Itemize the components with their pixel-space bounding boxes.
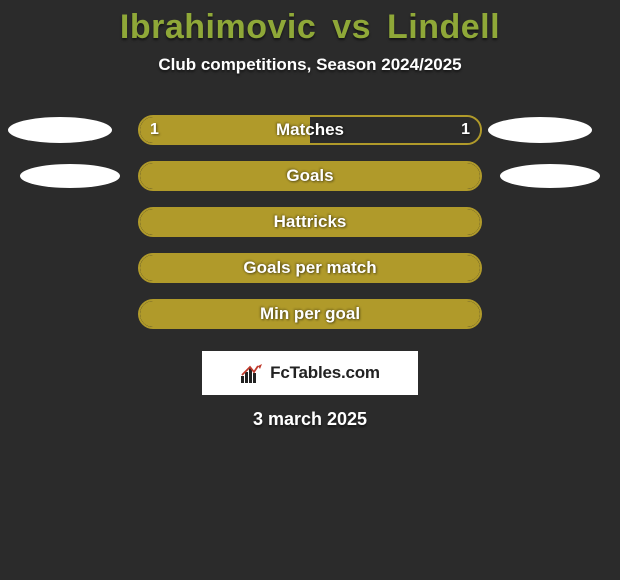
player2-name: Lindell bbox=[387, 8, 500, 46]
value-ellipse-right bbox=[500, 164, 600, 188]
brand-text: FcTables.com bbox=[270, 363, 380, 383]
stat-pill: Goals bbox=[138, 161, 482, 191]
brand-box: FcTables.com bbox=[202, 351, 418, 395]
stat-rows: 1 1 Matches Goals Hattricks Goals per match Mi… bbox=[0, 107, 620, 337]
value-ellipse-left bbox=[8, 117, 112, 143]
stat-pill: Goals per match bbox=[138, 253, 482, 283]
stat-row: Hattricks bbox=[0, 199, 620, 245]
stat-row: Goals bbox=[0, 153, 620, 199]
stat-row: 1 1 Matches bbox=[0, 107, 620, 153]
stat-label: Goals per match bbox=[243, 258, 376, 278]
comparison-title: Ibrahimovic vs Lindell bbox=[0, 0, 620, 47]
stat-row: Goals per match bbox=[0, 245, 620, 291]
value-ellipse-left bbox=[20, 164, 120, 188]
stat-label: Hattricks bbox=[274, 212, 347, 232]
stat-value-left: 1 bbox=[150, 121, 159, 139]
vs-text: vs bbox=[332, 8, 371, 46]
stat-label: Min per goal bbox=[260, 304, 360, 324]
date-text: 3 march 2025 bbox=[0, 409, 620, 430]
stat-row: Min per goal bbox=[0, 291, 620, 337]
stat-pill: Hattricks bbox=[138, 207, 482, 237]
brand-logo-icon bbox=[240, 362, 266, 384]
stat-pill: Min per goal bbox=[138, 299, 482, 329]
stat-pill: 1 1 Matches bbox=[138, 115, 482, 145]
player1-name: Ibrahimovic bbox=[120, 8, 316, 46]
subtitle-text: Club competitions, Season 2024/2025 bbox=[0, 55, 620, 75]
value-ellipse-right bbox=[488, 117, 592, 143]
stat-label: Goals bbox=[286, 166, 333, 186]
stat-label: Matches bbox=[276, 120, 344, 140]
stat-value-right: 1 bbox=[461, 121, 470, 139]
